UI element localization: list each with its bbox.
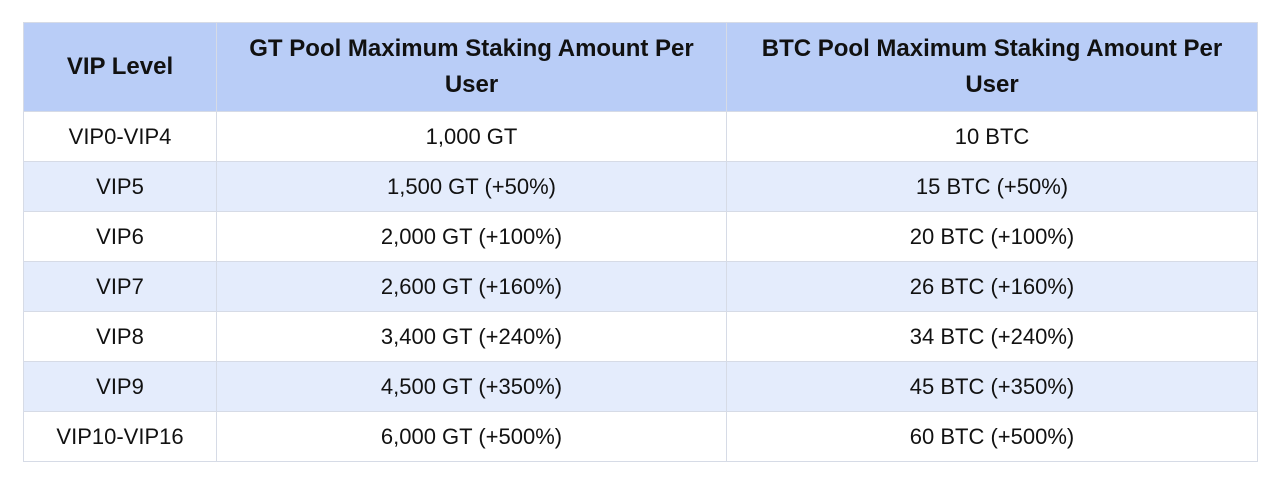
table-cell: VIP7 — [23, 261, 217, 312]
table-cell: 2,600 GT (+160%) — [216, 261, 727, 312]
column-header: VIP Level — [23, 22, 217, 112]
table-row: VIP7 2,600 GT (+160%) 26 BTC (+160%) — [23, 261, 1258, 312]
column-header: BTC Pool Maximum Staking Amount Per User — [726, 22, 1258, 112]
table-row: VIP0-VIP4 1,000 GT 10 BTC — [23, 111, 1258, 162]
table-cell: 26 BTC (+160%) — [726, 261, 1258, 312]
table-cell: 60 BTC (+500%) — [726, 411, 1258, 462]
table-row: VIP10-VIP16 6,000 GT (+500%) 60 BTC (+500%… — [23, 411, 1258, 462]
table-cell: 10 BTC — [726, 111, 1258, 162]
table-cell: 20 BTC (+100%) — [726, 211, 1258, 262]
table-row: VIP6 2,000 GT (+100%) 20 BTC (+100%) — [23, 211, 1258, 262]
table-cell: 45 BTC (+350%) — [726, 361, 1258, 412]
header-row: VIP Level GT Pool Maximum Staking Amount … — [23, 22, 1258, 112]
table-cell: 3,400 GT (+240%) — [216, 311, 727, 362]
table-cell: 2,000 GT (+100%) — [216, 211, 727, 262]
table-body: VIP0-VIP4 1,000 GT 10 BTC VIP5 1,500 GT (+50… — [23, 111, 1258, 462]
table-row: VIP5 1,500 GT (+50%) 15 BTC (+50%) — [23, 161, 1258, 212]
table-cell: VIP6 — [23, 211, 217, 262]
vip-staking-table: VIP Level GT Pool Maximum Staking Amount … — [23, 22, 1258, 462]
column-header: GT Pool Maximum Staking Amount Per User — [216, 22, 727, 112]
table-cell: VIP5 — [23, 161, 217, 212]
table-cell: 4,500 GT (+350%) — [216, 361, 727, 412]
table-cell: 34 BTC (+240%) — [726, 311, 1258, 362]
table-cell: 6,000 GT (+500%) — [216, 411, 727, 462]
table-cell: VIP9 — [23, 361, 217, 412]
table-cell: VIP0-VIP4 — [23, 111, 217, 162]
table-cell: VIP10-VIP16 — [23, 411, 217, 462]
table-cell: 1,500 GT (+50%) — [216, 161, 727, 212]
table-cell: 15 BTC (+50%) — [726, 161, 1258, 212]
table-row: VIP8 3,400 GT (+240%) 34 BTC (+240%) — [23, 311, 1258, 362]
table-cell: VIP8 — [23, 311, 217, 362]
table-row: VIP9 4,500 GT (+350%) 45 BTC (+350%) — [23, 361, 1258, 412]
table-cell: 1,000 GT — [216, 111, 727, 162]
